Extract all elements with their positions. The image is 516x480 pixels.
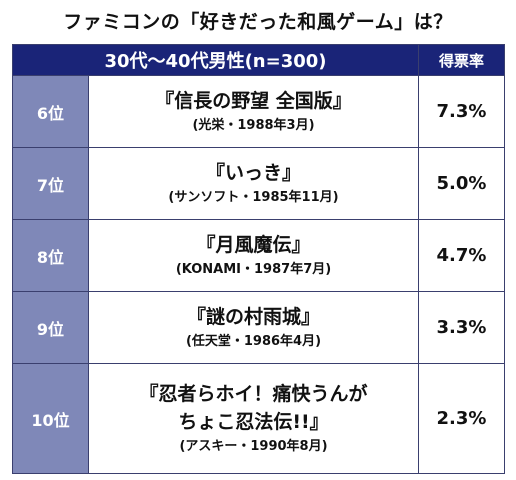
game-cell: 『謎の村雨城』 (任天堂・1986年4月): [88, 291, 419, 364]
game-title: 『月風魔伝』: [196, 233, 311, 256]
rank-cell: 9位: [12, 291, 89, 364]
rate-cell: 7.3%: [418, 75, 505, 148]
header-segment: 30代〜40代男性(n=300): [12, 44, 419, 76]
game-title-line-2: ちょこ忍法伝!!』: [178, 410, 329, 433]
game-cell: 『月風魔伝』 (KONAMI・1987年7月): [88, 219, 419, 292]
rank-cell: 10位: [12, 363, 89, 474]
game-meta: (アスキー・1990年8月): [179, 438, 328, 454]
game-title: 『信長の野望 全国版』: [155, 89, 352, 112]
table-row: 10位 『忍者らホイ！痛快うんが ちょこ忍法伝!!』 (アスキー・1990年8月…: [12, 363, 505, 474]
rate-cell: 2.3%: [418, 363, 505, 474]
game-meta: (光栄・1988年3月): [192, 117, 315, 133]
ranking-table: 30代〜40代男性(n=300) 得票率 6位 『信長の野望 全国版』 (光栄・…: [12, 44, 505, 474]
rate-cell: 3.3%: [418, 291, 505, 364]
game-cell: 『忍者らホイ！痛快うんが ちょこ忍法伝!!』 (アスキー・1990年8月): [88, 363, 419, 474]
game-cell: 『いっき』 (サンソフト・1985年11月): [88, 147, 419, 220]
rate-cell: 4.7%: [418, 219, 505, 292]
rank-cell: 7位: [12, 147, 89, 220]
table-row: 6位 『信長の野望 全国版』 (光栄・1988年3月) 7.3%: [12, 75, 505, 148]
header-rate: 得票率: [418, 44, 505, 76]
game-meta: (任天堂・1986年4月): [185, 333, 322, 349]
table-row: 8位 『月風魔伝』 (KONAMI・1987年7月) 4.7%: [12, 219, 505, 292]
game-meta: (KONAMI・1987年7月): [175, 261, 332, 277]
game-title-line-1: 『忍者らホイ！痛快うんが: [139, 382, 368, 405]
rank-cell: 6位: [12, 75, 89, 148]
table-header-row: 30代〜40代男性(n=300) 得票率: [12, 44, 505, 76]
game-cell: 『信長の野望 全国版』 (光栄・1988年3月): [88, 75, 419, 148]
table-row: 7位 『いっき』 (サンソフト・1985年11月) 5.0%: [12, 147, 505, 220]
page-title: ファミコンの「好きだった和風ゲーム」は？: [63, 11, 453, 33]
game-title: 『謎の村雨城』: [186, 305, 320, 328]
table-row: 9位 『謎の村雨城』 (任天堂・1986年4月) 3.3%: [12, 291, 505, 364]
rate-cell: 5.0%: [418, 147, 505, 220]
rank-cell: 8位: [12, 219, 89, 292]
game-title: 『いっき』: [205, 161, 301, 184]
game-meta: (サンソフト・1985年11月): [168, 189, 339, 205]
